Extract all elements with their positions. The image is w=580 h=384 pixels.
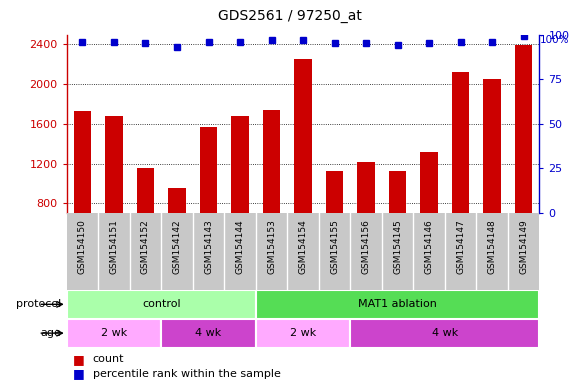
Bar [168,188,186,213]
Text: GSM154155: GSM154155 [330,219,339,274]
Text: GSM154146: GSM154146 [425,219,434,274]
Text: GSM154153: GSM154153 [267,219,276,274]
Bar [137,169,154,213]
Text: GSM154150: GSM154150 [78,219,87,274]
Bar [515,45,532,213]
Text: GSM154149: GSM154149 [519,219,528,274]
Text: age: age [40,328,61,338]
Text: control: control [142,299,180,310]
Text: GDS2561 / 97250_at: GDS2561 / 97250_at [218,9,362,23]
Text: GSM154148: GSM154148 [488,219,496,274]
Text: 2 wk: 2 wk [290,328,316,338]
Bar [484,79,501,213]
Bar [350,319,539,348]
Text: 100%: 100% [539,35,569,45]
Bar [326,171,343,213]
Text: GSM154154: GSM154154 [299,219,307,274]
Text: GSM154142: GSM154142 [172,219,182,274]
Text: MAT1 ablation: MAT1 ablation [358,299,437,310]
Text: GSM154145: GSM154145 [393,219,402,274]
Bar [74,111,91,213]
Text: GSM154151: GSM154151 [110,219,118,274]
Text: count: count [93,354,124,364]
Bar [231,116,249,213]
Text: GSM154152: GSM154152 [141,219,150,274]
Bar [357,162,375,213]
Text: GSM154144: GSM154144 [235,219,245,274]
Text: GSM154143: GSM154143 [204,219,213,274]
Bar [295,60,311,213]
Text: 2 wk: 2 wk [101,328,127,338]
Bar [161,319,256,348]
Bar [200,127,217,213]
Bar [256,319,350,348]
Text: 4 wk: 4 wk [432,328,458,338]
Text: ■: ■ [72,367,84,380]
Text: ■: ■ [72,353,84,366]
Bar [389,171,406,213]
Bar [420,152,438,213]
Text: 4 wk: 4 wk [195,328,222,338]
Bar [256,290,539,319]
Text: protocol: protocol [16,299,61,310]
Bar [67,319,161,348]
Text: percentile rank within the sample: percentile rank within the sample [93,369,281,379]
Bar [452,72,469,213]
Bar [106,116,122,213]
Bar [67,290,256,319]
Text: GSM154156: GSM154156 [361,219,371,274]
Bar [263,110,280,213]
Text: GSM154147: GSM154147 [456,219,465,274]
